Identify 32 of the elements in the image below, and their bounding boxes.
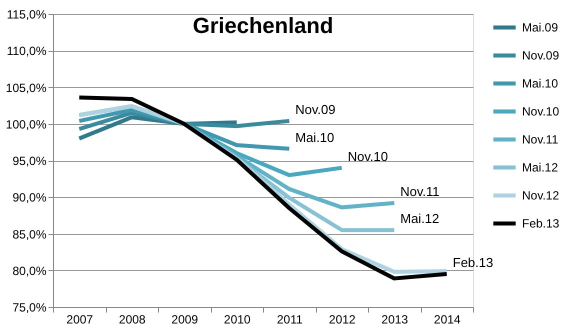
legend-label: Nov.09 xyxy=(522,48,560,62)
annotation: Nov.10 xyxy=(348,148,388,164)
y-tick-label: 115,0% xyxy=(6,8,47,22)
annotation: Nov.11 xyxy=(400,184,440,199)
annotation: Mai.12 xyxy=(400,211,440,226)
legend-label: Nov.10 xyxy=(522,104,560,118)
y-tick-label: 75,0% xyxy=(12,300,47,314)
y-tick-label: 110,0% xyxy=(6,44,47,58)
y-tick-label: 90,0% xyxy=(12,190,47,205)
y-tick-label: 105,0% xyxy=(6,80,47,95)
x-tick-label: 2013 xyxy=(381,312,408,326)
x-tick-label: 2012 xyxy=(328,312,356,326)
x-tick-label: 2011 xyxy=(276,312,303,326)
chart-title: Griechenland xyxy=(192,13,334,38)
annotation: Nov.09 xyxy=(295,102,336,117)
legend-label: Feb.13 xyxy=(522,216,560,230)
legend-label: Mai.12 xyxy=(522,160,558,174)
x-tick-label: 2010 xyxy=(224,312,251,326)
annotation: Mai.10 xyxy=(295,130,334,145)
x-tick-label: 2008 xyxy=(118,312,146,326)
legend-label: Nov.11 xyxy=(522,132,559,146)
x-tick-label: 2007 xyxy=(66,312,94,326)
legend-label: Mai.09 xyxy=(522,20,558,34)
legend-label: Nov.12 xyxy=(522,188,560,202)
y-tick-label: 100,0% xyxy=(6,117,47,132)
annotation: Feb.13 xyxy=(452,255,494,270)
x-tick-label: 2014 xyxy=(434,312,461,326)
y-tick-label: 85,0% xyxy=(12,227,47,242)
legend-label: Mai.10 xyxy=(522,76,558,90)
x-tick-label: 2009 xyxy=(171,312,198,326)
y-tick-label: 95,0% xyxy=(12,154,47,168)
y-tick-label: 80,0% xyxy=(12,264,47,278)
